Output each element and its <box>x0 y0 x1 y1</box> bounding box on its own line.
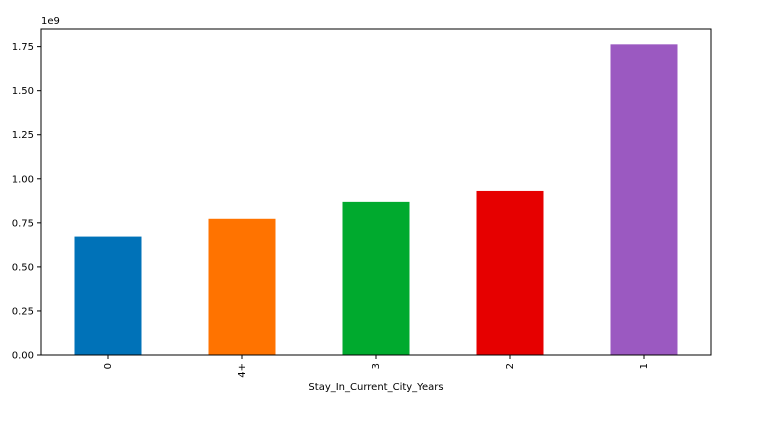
y-tick-label: 0.50 <box>12 262 34 273</box>
x-tick-label: 3 <box>371 363 382 369</box>
x-tick-label: 2 <box>505 363 516 369</box>
y-tick-label: 1.50 <box>12 86 34 97</box>
x-tick-label: 1 <box>639 363 650 369</box>
x-axis-label: Stay_In_Current_City_Years <box>308 382 443 393</box>
y-tick-label: 0.25 <box>12 306 34 317</box>
bar-4+ <box>208 218 276 355</box>
x-axis: 0 4+ 3 2 1 <box>103 355 650 378</box>
bar-2 <box>476 190 544 355</box>
y-tick-label: 1.75 <box>12 42 34 53</box>
y-tick-label: 1.25 <box>12 130 34 141</box>
y-tick-label: 1.00 <box>12 174 34 185</box>
x-tick-label: 0 <box>103 363 114 369</box>
bar-0 <box>74 236 142 355</box>
y-tick-label: 0.75 <box>12 218 34 229</box>
bar-1 <box>610 44 678 355</box>
bars-group <box>74 44 678 355</box>
y-tick-label: 0.00 <box>12 351 34 362</box>
y-axis: 0.00 0.25 0.50 0.75 1.00 1.25 1.50 1.75 <box>12 42 41 362</box>
bar-3 <box>342 201 410 355</box>
x-tick-label: 4+ <box>237 363 248 378</box>
y-scale-label: 1e9 <box>41 16 60 27</box>
